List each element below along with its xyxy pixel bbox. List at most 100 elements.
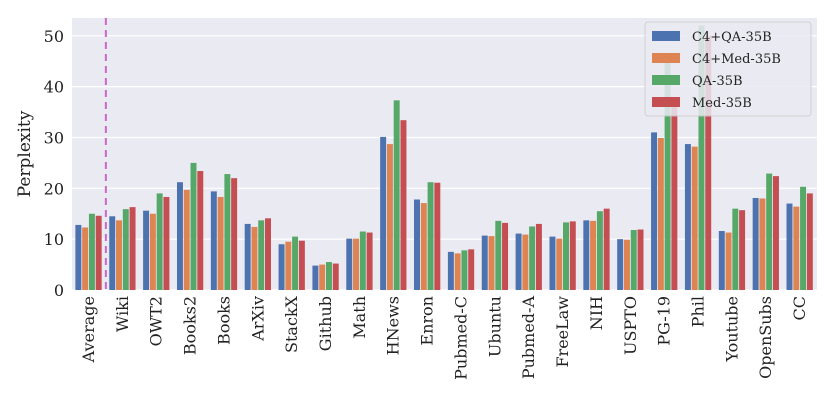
bar-c4-qa-35b xyxy=(380,136,387,290)
x-tick-label: ArXiv xyxy=(248,296,267,342)
bar-qa-35b xyxy=(529,226,536,290)
bar-c4-med-35b xyxy=(488,236,495,290)
bar-c4-med-35b xyxy=(522,234,529,290)
y-tick-label: 40 xyxy=(44,78,64,97)
bar-c4-qa-35b xyxy=(143,210,150,290)
bar-qa-35b xyxy=(393,100,400,290)
bar-c4-qa-35b xyxy=(617,239,624,290)
bar-med-35b xyxy=(332,263,339,290)
bar-med-35b xyxy=(603,208,610,290)
bar-med-35b xyxy=(502,222,509,290)
bar-c4-qa-35b xyxy=(752,197,759,290)
legend: C4+QA-35B C4+Med-35B QA-35B Med-35B xyxy=(644,21,812,117)
bar-qa-35b xyxy=(766,173,773,290)
x-tick-label: Wiki xyxy=(113,296,132,332)
bar-qa-35b xyxy=(630,230,637,290)
bar-qa-35b xyxy=(190,162,197,290)
bar-med-35b xyxy=(637,229,644,290)
y-tick-labels: 0 10 20 30 40 50 xyxy=(44,27,64,300)
bar-c4-med-35b xyxy=(251,226,258,290)
bar-c4-qa-35b xyxy=(718,231,725,290)
bar-c4-med-35b xyxy=(691,146,698,290)
bar-c4-qa-35b xyxy=(278,244,285,290)
bar-c4-qa-35b xyxy=(583,220,590,290)
x-tick-label: Youtube xyxy=(722,296,741,363)
bar-c4-qa-35b xyxy=(244,223,251,290)
x-tick-label: Phil xyxy=(688,296,707,327)
bar-qa-35b xyxy=(664,61,671,291)
legend-box xyxy=(644,21,812,117)
x-tick-label: Books2 xyxy=(181,296,200,355)
bar-c4-med-35b xyxy=(725,232,732,290)
x-tick-label: USPTO xyxy=(621,296,640,355)
bar-med-35b xyxy=(806,193,813,290)
legend-label: QA-35B xyxy=(692,74,743,89)
x-tick-label: NIH xyxy=(587,296,606,330)
bar-qa-35b xyxy=(461,250,468,290)
bar-c4-qa-35b xyxy=(481,235,488,290)
bar-c4-qa-35b xyxy=(346,238,353,290)
x-tick-label: Ubuntu xyxy=(485,296,504,357)
bar-med-35b xyxy=(739,210,746,290)
bar-qa-35b xyxy=(495,220,502,290)
bar-med-35b xyxy=(298,240,305,290)
bar-med-35b xyxy=(265,218,271,290)
x-tick-label: Github xyxy=(316,296,335,351)
bar-c4-qa-35b xyxy=(447,251,454,290)
bar-c4-med-35b xyxy=(319,264,326,290)
x-tick-label: Enron xyxy=(418,296,437,346)
bar-c4-med-35b xyxy=(116,220,122,290)
bar-c4-qa-35b xyxy=(515,233,522,290)
bar-c4-med-35b xyxy=(590,220,597,290)
bar-c4-med-35b xyxy=(82,227,89,290)
x-tick-label: Books xyxy=(214,296,233,345)
x-tick-label: PG-19 xyxy=(655,296,674,346)
bars xyxy=(75,25,813,291)
legend-swatch xyxy=(652,31,680,41)
x-tick-label: CC xyxy=(790,296,809,320)
bar-c4-qa-35b xyxy=(75,224,82,290)
bar-c4-qa-35b xyxy=(210,191,217,290)
bar-med-35b xyxy=(95,215,102,290)
x-tick-label: Pubmed-A xyxy=(519,296,538,380)
bar-qa-35b xyxy=(292,236,299,290)
bar-c4-med-35b xyxy=(793,206,800,290)
bar-c4-med-35b xyxy=(657,137,664,290)
bar-med-35b xyxy=(400,120,407,290)
bar-c4-med-35b xyxy=(623,239,630,290)
bar-qa-35b xyxy=(359,231,366,290)
legend-label: C4+QA-35B xyxy=(692,30,772,45)
bar-qa-35b xyxy=(258,220,265,290)
bar-med-35b xyxy=(705,35,712,290)
bar-c4-qa-35b xyxy=(684,144,691,290)
bar-med-35b xyxy=(231,178,238,290)
bar-c4-qa-35b xyxy=(651,132,658,290)
legend-swatch xyxy=(652,97,680,107)
bar-med-35b xyxy=(671,106,678,290)
bar-qa-35b xyxy=(800,186,807,290)
bar-c4-med-35b xyxy=(759,198,766,290)
y-tick-label: 50 xyxy=(44,27,64,46)
bar-med-35b xyxy=(163,196,170,290)
bar-c4-med-35b xyxy=(386,144,393,290)
legend-swatch xyxy=(652,53,680,63)
bar-qa-35b xyxy=(122,209,129,290)
bar-qa-35b xyxy=(563,222,569,290)
x-tick-label: StackX xyxy=(282,295,301,353)
x-tick-label: FreeLaw xyxy=(553,296,572,368)
legend-swatch xyxy=(652,75,680,85)
y-tick-label: 10 xyxy=(44,230,64,249)
bar-c4-med-35b xyxy=(556,238,563,290)
bar-med-35b xyxy=(366,232,373,290)
bar-med-35b xyxy=(129,207,136,290)
y-tick-label: 20 xyxy=(44,179,64,198)
bar-qa-35b xyxy=(698,25,705,290)
bar-c4-med-35b xyxy=(217,196,224,290)
bar-c4-qa-35b xyxy=(549,236,556,290)
bar-qa-35b xyxy=(732,208,739,290)
x-tick-label: Pubmed-C xyxy=(451,296,470,380)
bar-c4-med-35b xyxy=(353,238,360,290)
bar-med-35b xyxy=(772,176,779,290)
y-tick-label: 0 xyxy=(54,281,64,300)
bar-c4-med-35b xyxy=(454,253,461,290)
